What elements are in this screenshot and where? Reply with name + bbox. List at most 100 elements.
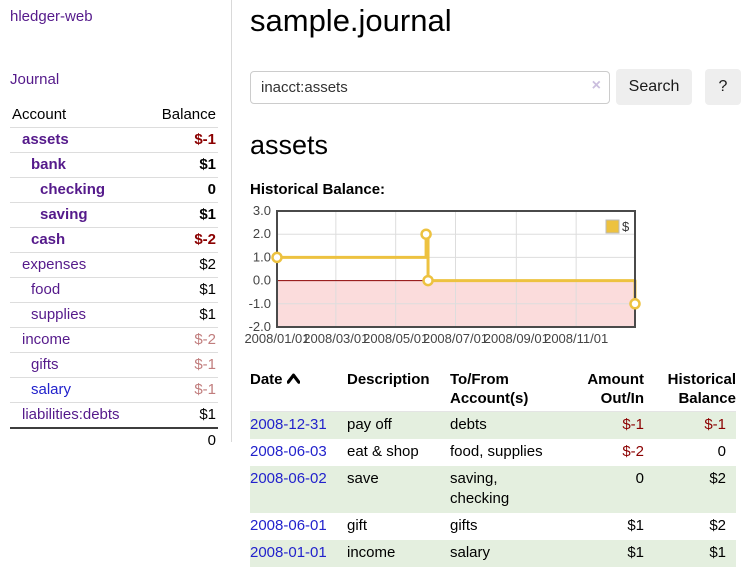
register-col-account: To/From Account(s) [450, 368, 562, 412]
svg-text:2.0: 2.0 [253, 226, 271, 241]
txn-account: food, supplies [450, 443, 543, 460]
accounts-header-row: Account Balance [10, 103, 218, 128]
account-link-income[interactable]: income [22, 331, 71, 348]
help-button[interactable]: ? [705, 69, 741, 105]
account-link-bank[interactable]: bank [31, 156, 67, 173]
txn-balance: 0 [717, 443, 726, 460]
account-cell: saving [10, 202, 147, 228]
account-link-food[interactable]: food [31, 281, 61, 298]
txn-date-cell: 2008-06-02 [250, 466, 347, 513]
svg-text:-2.0: -2.0 [249, 319, 271, 334]
sidebar: hledger-web Journal Account Balance asse… [0, 0, 232, 453]
account-link-liabilities-debts[interactable]: liabilities:debts [22, 406, 120, 423]
main-content: sample.journal × Search ? assets Histori… [244, 0, 742, 567]
txn-balance: $1 [709, 544, 726, 561]
txn-amount: $-2 [622, 443, 644, 460]
register-col-balance: Historical Balance [644, 368, 736, 412]
account-balance: $1 [146, 302, 218, 328]
account-cell: checking [10, 177, 147, 203]
register-col-date[interactable]: Date [250, 368, 347, 412]
account-link-gifts[interactable]: gifts [31, 356, 59, 373]
txn-amount: $1 [627, 544, 644, 561]
account-row: checking 0 [10, 177, 218, 203]
txn-date-cell: 2008-01-01 [250, 540, 347, 567]
app-title-link[interactable]: hledger-web [10, 8, 93, 25]
txn-date-link[interactable]: 2008-01-01 [250, 544, 327, 561]
account-link-supplies[interactable]: supplies [31, 306, 87, 323]
txn-date-link[interactable]: 2008-06-01 [250, 517, 327, 534]
sort-up-icon [286, 370, 300, 389]
txn-date-link[interactable]: 2008-12-31 [250, 416, 327, 433]
sidebar-item-journal[interactable]: Journal [10, 71, 60, 88]
accounts-total-value: 0 [146, 427, 218, 453]
account-balance: 0 [146, 177, 218, 203]
account-heading: assets [250, 130, 329, 160]
txn-description: income [347, 544, 396, 561]
accounts-table: Account Balance assets $-1 bank $1 check… [10, 103, 218, 453]
account-link-expenses[interactable]: expenses [22, 256, 87, 273]
account-link-cash[interactable]: cash [31, 231, 66, 248]
account-cell: supplies [10, 302, 147, 328]
search-input-wrap: × [250, 70, 610, 104]
account-balance: $2 [146, 252, 218, 278]
balance-column-header: Balance [146, 103, 218, 128]
account-row: bank $1 [10, 152, 218, 178]
register-col-amount: Amount Out/In [562, 368, 644, 412]
page-title: sample.journal [250, 3, 452, 38]
register-row: 2008-06-02 save saving, checking 0 $2 [250, 466, 736, 513]
account-row: food $1 [10, 277, 218, 303]
txn-account: gifts [450, 517, 478, 534]
svg-text:2008/05/01: 2008/05/01 [363, 331, 428, 346]
account-row: expenses $2 [10, 252, 218, 278]
register-header-row: Date Description To/From Account(s) Amou… [250, 368, 736, 412]
txn-description: pay off [347, 416, 392, 433]
account-row: liabilities:debts $1 [10, 402, 218, 428]
search-input[interactable] [250, 70, 610, 104]
account-cell: income [10, 327, 147, 353]
search-button[interactable]: Search [616, 69, 692, 105]
svg-text:0.0: 0.0 [253, 273, 271, 288]
txn-date-cell: 2008-06-03 [250, 439, 347, 466]
txn-date-cell: 2008-06-01 [250, 513, 347, 540]
register-row: 2008-06-03 eat & shop food, supplies $-2… [250, 439, 736, 466]
txn-balance: $-1 [704, 416, 726, 433]
register-row: 2008-12-31 pay off debts $-1 $-1 [250, 411, 736, 439]
txn-account: salary [450, 544, 491, 561]
svg-text:2008/11/01: 2008/11/01 [544, 331, 608, 346]
svg-text:2008/09/01: 2008/09/01 [484, 331, 549, 346]
account-balance: $1 [146, 277, 218, 303]
account-row: gifts $-1 [10, 352, 218, 378]
account-link-checking[interactable]: checking [40, 181, 106, 198]
account-link-assets[interactable]: assets [22, 131, 69, 148]
txn-description: save [347, 470, 379, 487]
account-cell: gifts [10, 352, 147, 378]
account-row: assets $-1 [10, 128, 218, 153]
account-row: income $-2 [10, 327, 218, 353]
account-balance: $1 [146, 402, 218, 428]
account-link-salary[interactable]: salary [31, 381, 72, 398]
txn-date-link[interactable]: 2008-06-02 [250, 470, 327, 487]
txn-amount: $1 [627, 517, 644, 534]
account-row: supplies $1 [10, 302, 218, 328]
svg-text:-1.0: -1.0 [249, 296, 271, 311]
account-cell: bank [10, 152, 147, 178]
register-row: 2008-01-01 income salary $1 $1 [250, 540, 736, 567]
svg-text:2008/01/01: 2008/01/01 [244, 331, 309, 346]
txn-date-link[interactable]: 2008-06-03 [250, 443, 327, 460]
account-link-saving[interactable]: saving [40, 206, 88, 223]
clear-search-icon[interactable]: × [591, 76, 601, 94]
account-balance: $-2 [146, 227, 218, 253]
txn-balance: $2 [709, 517, 726, 534]
account-cell: expenses [10, 252, 147, 278]
svg-text:$: $ [622, 219, 630, 234]
search-bar: × Search ? [250, 69, 742, 105]
account-cell: assets [10, 128, 147, 153]
account-balance: $-1 [194, 131, 216, 148]
account-cell: cash [10, 227, 147, 253]
svg-text:3.0: 3.0 [253, 205, 271, 218]
account-cell: food [10, 277, 147, 303]
account-balance: $1 [146, 152, 218, 178]
register-row: 2008-06-01 gift gifts $1 $2 [250, 513, 736, 540]
txn-description: gift [347, 517, 368, 534]
account-balance: $-1 [146, 377, 218, 403]
